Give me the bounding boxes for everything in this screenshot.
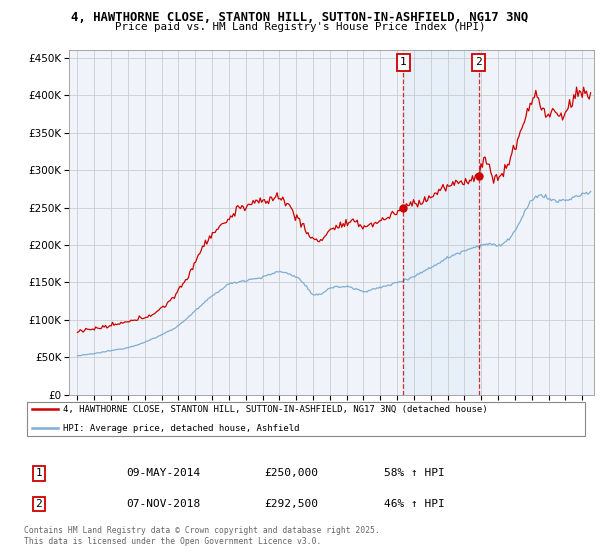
- Text: 07-NOV-2018: 07-NOV-2018: [126, 499, 200, 509]
- Text: £250,000: £250,000: [264, 468, 318, 478]
- Text: 09-MAY-2014: 09-MAY-2014: [126, 468, 200, 478]
- Text: 4, HAWTHORNE CLOSE, STANTON HILL, SUTTON-IN-ASHFIELD, NG17 3NQ: 4, HAWTHORNE CLOSE, STANTON HILL, SUTTON…: [71, 11, 529, 24]
- Text: 46% ↑ HPI: 46% ↑ HPI: [384, 499, 445, 509]
- Bar: [403, 50, 479, 395]
- Text: 2: 2: [475, 58, 482, 67]
- Text: 1: 1: [400, 58, 406, 67]
- Text: 58% ↑ HPI: 58% ↑ HPI: [384, 468, 445, 478]
- Text: 4, HAWTHORNE CLOSE, STANTON HILL, SUTTON-IN-ASHFIELD, NG17 3NQ (detached house): 4, HAWTHORNE CLOSE, STANTON HILL, SUTTON…: [64, 405, 488, 414]
- Text: £292,500: £292,500: [264, 499, 318, 509]
- Text: Price paid vs. HM Land Registry's House Price Index (HPI): Price paid vs. HM Land Registry's House …: [115, 22, 485, 32]
- Text: Contains HM Land Registry data © Crown copyright and database right 2025.
This d: Contains HM Land Registry data © Crown c…: [24, 526, 380, 546]
- Text: 2: 2: [35, 499, 43, 509]
- Text: 1: 1: [35, 468, 43, 478]
- Text: HPI: Average price, detached house, Ashfield: HPI: Average price, detached house, Ashf…: [64, 424, 300, 433]
- FancyBboxPatch shape: [27, 402, 585, 436]
